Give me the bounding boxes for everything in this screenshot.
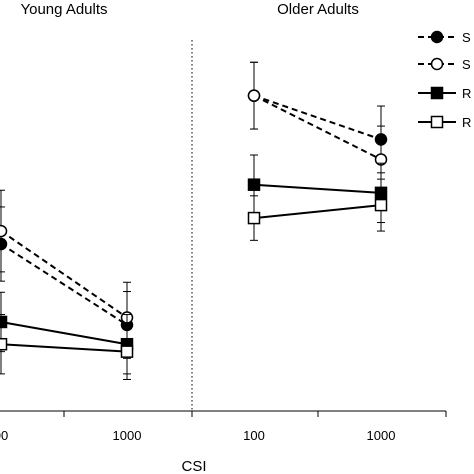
panel-title-young: Young Adults [20,1,107,18]
legend-label: R [462,115,471,130]
legend-marker [430,57,444,71]
data-point [120,345,134,358]
series-line [253,94,382,141]
data-marks [0,61,388,380]
x-tick-label-young-low: 00 [0,428,8,443]
data-point [247,211,261,225]
legend-label: S [462,30,471,45]
data-point [0,337,8,351]
x-tick-label-older-low: 100 [243,428,265,443]
data-point [374,198,388,212]
x-tick-label-young-high: 1000 [113,428,142,443]
data-point [247,178,261,191]
series-line [253,94,382,161]
series-line [0,230,128,319]
series-line [0,320,128,346]
series-line [0,343,128,353]
data-point [0,224,8,238]
legend-label: S [462,57,471,72]
series-line [253,204,382,220]
legend-label: R [462,86,471,101]
x-axis-title: CSI [181,458,206,474]
series-line [253,183,382,194]
panel-title-older: Older Adults [277,1,359,18]
legend-marker [430,115,444,129]
data-point [247,89,261,102]
legend-marker [430,86,444,100]
x-tick-label-older-high: 1000 [367,428,396,443]
series-line [0,243,128,326]
legend-marker [430,30,444,44]
